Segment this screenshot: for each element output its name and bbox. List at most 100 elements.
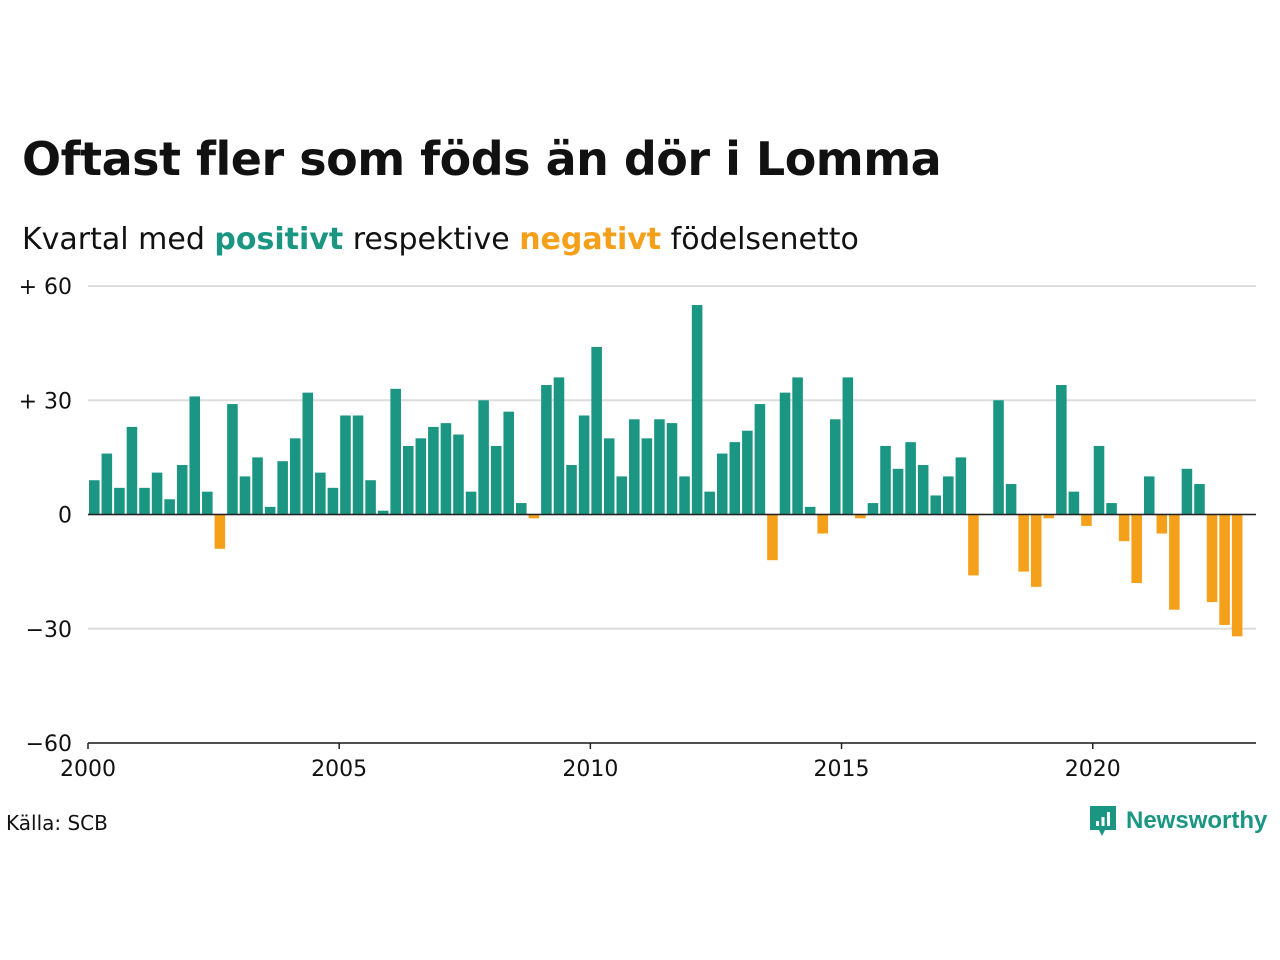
bar (302, 392, 314, 515)
bar (503, 411, 515, 515)
newsworthy-logo-icon (1090, 806, 1116, 836)
bar (578, 415, 590, 515)
bar (829, 419, 841, 515)
x-tick-label: 2020 (1065, 757, 1121, 782)
bar (905, 442, 916, 515)
chart-subtitle: Kvartal med positivt respektive negativt… (22, 222, 859, 257)
bar (1081, 514, 1092, 526)
bar (1231, 514, 1243, 637)
bar (478, 400, 489, 515)
bar (315, 472, 326, 515)
bar (1106, 503, 1117, 515)
x-tick-label: 2010 (562, 757, 618, 782)
bar (264, 506, 276, 515)
bars (89, 305, 1243, 637)
bar (176, 464, 188, 515)
x-tick-label: 2000 (60, 757, 116, 782)
bar (842, 377, 854, 515)
bar (1118, 514, 1130, 542)
bar (1018, 514, 1029, 572)
bar (742, 430, 753, 515)
bar (930, 495, 942, 515)
bar (993, 400, 1004, 515)
subtitle-middle: respektive (343, 222, 520, 257)
subtitle-negative-word: negativt (519, 222, 662, 257)
bar (1056, 385, 1067, 515)
bar (252, 457, 263, 515)
bar (691, 305, 703, 515)
subtitle-prefix: Kvartal med (22, 222, 215, 257)
bar (603, 438, 615, 515)
bar (880, 445, 891, 515)
bar (704, 491, 715, 515)
bar (955, 457, 967, 515)
bar (1030, 514, 1042, 587)
bar (289, 438, 301, 515)
bar (465, 491, 477, 515)
subtitle-suffix: födelsenetto (661, 222, 859, 257)
newsworthy-logo: Newsworthy (1088, 804, 1267, 838)
bar (189, 396, 201, 515)
bar (428, 426, 439, 515)
y-tick-label: 0 (58, 504, 72, 529)
bar (666, 423, 678, 515)
bar (239, 476, 251, 515)
y-tick-label: −30 (26, 618, 72, 643)
bar (415, 438, 427, 515)
bar (1068, 491, 1080, 515)
bar (365, 480, 376, 515)
bar (402, 445, 414, 515)
bar (1093, 445, 1105, 515)
bar (1043, 514, 1055, 519)
bar (767, 514, 778, 561)
bar (553, 377, 565, 515)
bar (867, 503, 879, 515)
bar (352, 415, 364, 515)
bar (804, 506, 816, 515)
bar (654, 419, 665, 515)
bar (227, 404, 238, 515)
bar (968, 514, 979, 576)
bar (126, 426, 138, 515)
bar (202, 491, 213, 515)
chart-title: Oftast fler som föds än dör i Lomma (22, 132, 942, 186)
bar (1005, 484, 1017, 515)
bar (541, 385, 552, 515)
bar (327, 487, 339, 515)
bar (792, 377, 803, 515)
bar (390, 388, 401, 515)
bar (1169, 514, 1180, 610)
bar (616, 476, 628, 515)
bar (453, 434, 464, 515)
bar (641, 438, 653, 515)
bar (516, 503, 527, 515)
x-tick-label: 2005 (311, 757, 367, 782)
bar (892, 468, 904, 515)
bar (151, 472, 163, 515)
brand-name: Newsworthy (1126, 807, 1268, 834)
bar (917, 464, 929, 515)
bar (729, 442, 741, 515)
y-tick-label: + 60 (19, 275, 72, 300)
bar (1219, 514, 1230, 625)
y-tick-label: −60 (26, 732, 72, 757)
subtitle-positive-word: positivt (214, 222, 344, 257)
bar (1194, 484, 1205, 515)
bar (1181, 468, 1193, 515)
y-tick-label: + 30 (19, 389, 72, 414)
bar (817, 514, 828, 534)
bar (340, 415, 351, 515)
bar (943, 476, 954, 515)
bar (679, 476, 690, 515)
bar (440, 423, 452, 515)
bar (114, 487, 125, 515)
bar (89, 480, 100, 515)
bar (490, 445, 502, 515)
bar (779, 392, 791, 515)
bar (1156, 514, 1168, 534)
bar (377, 510, 389, 515)
bar (101, 453, 113, 515)
bar (139, 487, 150, 515)
